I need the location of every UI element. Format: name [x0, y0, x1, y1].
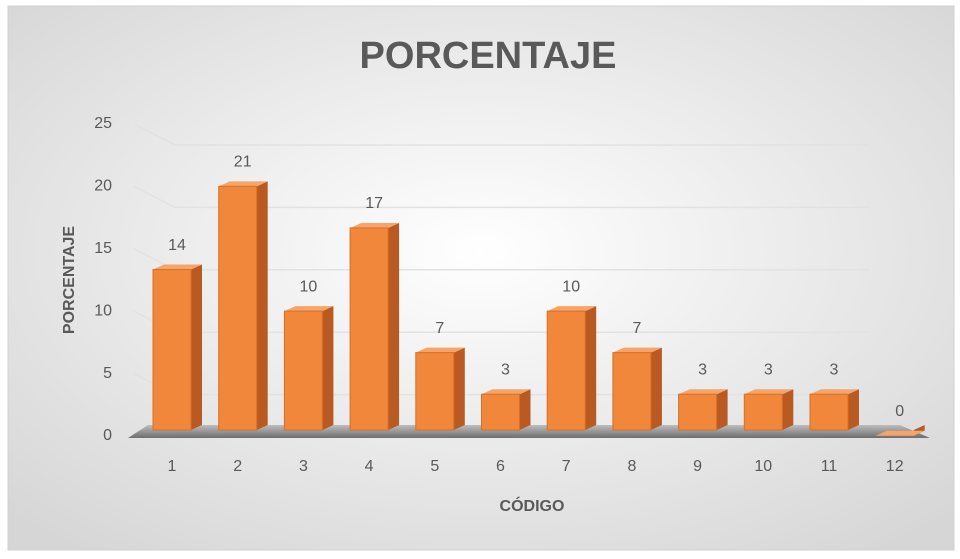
x-tick-label: 6	[496, 458, 505, 475]
bar-side	[782, 389, 794, 430]
floor	[128, 425, 930, 438]
bar-top	[744, 389, 794, 395]
bar-front	[283, 310, 323, 431]
value-label: 14	[168, 237, 186, 254]
x-tick-label: 3	[299, 458, 308, 475]
bar-side	[519, 389, 531, 430]
x-tick-label: 2	[233, 458, 242, 475]
bar	[612, 347, 662, 431]
bar-side	[650, 347, 662, 430]
value-label: 21	[234, 154, 252, 171]
bar-front	[678, 393, 718, 431]
bar-top	[875, 430, 925, 436]
value-label: 3	[830, 361, 839, 378]
bar-top	[153, 264, 202, 270]
bar-side	[716, 389, 728, 430]
x-tick-label: 4	[365, 458, 374, 475]
x-axis-title: CÓDIGO	[500, 496, 565, 515]
value-label: 3	[764, 361, 773, 378]
x-tick-label: 8	[627, 458, 636, 475]
y-tick-label: 5	[103, 365, 112, 382]
bar-front	[546, 310, 586, 431]
value-label: 3	[698, 361, 707, 378]
value-label: 7	[632, 320, 641, 337]
bar-front	[481, 393, 520, 431]
bar-front	[218, 185, 258, 431]
chart-area	[7, 5, 955, 551]
value-label: 7	[435, 320, 444, 337]
x-tick-label: 10	[754, 458, 772, 475]
bar	[678, 389, 728, 431]
x-tick-label: 5	[430, 458, 439, 475]
value-label: 17	[365, 195, 383, 212]
bar	[743, 389, 794, 431]
y-tick-label: 10	[94, 302, 112, 319]
bar-front	[809, 393, 849, 431]
bar-side	[256, 181, 268, 430]
bar	[875, 425, 925, 436]
bar-top	[678, 389, 728, 395]
bar-top	[415, 347, 465, 353]
bar	[349, 222, 400, 431]
value-label: 3	[501, 361, 510, 378]
y-tick-label: 15	[94, 240, 112, 257]
grid-line	[133, 185, 870, 209]
y-axis-title: PORCENTAJE	[61, 226, 78, 334]
value-label: 10	[562, 278, 580, 295]
value-label: 10	[300, 278, 318, 295]
bar-top	[810, 389, 859, 395]
x-tick-label: 7	[562, 458, 571, 475]
x-tick-label: 12	[886, 458, 904, 475]
bar	[283, 306, 334, 431]
grid-line	[133, 123, 870, 146]
y-tick-label: 0	[103, 427, 112, 444]
bar-top	[481, 389, 531, 395]
x-tick-label: 1	[168, 458, 177, 475]
bar-top	[284, 306, 334, 312]
bar-front	[152, 269, 192, 431]
value-label: 0	[895, 403, 904, 420]
x-tick-label: 9	[693, 458, 702, 475]
bar-front	[743, 393, 783, 431]
bar	[415, 347, 465, 431]
chart-title: PORCENTAJE	[360, 35, 617, 77]
bar	[481, 389, 531, 431]
y-tick-label: 25	[94, 115, 112, 132]
bar	[218, 181, 268, 431]
bar	[809, 389, 859, 431]
bar-side	[585, 306, 597, 430]
y-tick-label: 20	[94, 178, 112, 195]
bar	[546, 306, 597, 431]
bar-front	[612, 352, 652, 431]
x-tick-label: 11	[821, 458, 838, 475]
bar-top	[218, 181, 268, 187]
bar-top	[350, 222, 400, 228]
bar-side	[322, 306, 334, 430]
bar-side	[453, 347, 465, 430]
bar-front	[349, 227, 389, 431]
bar-side	[848, 389, 859, 430]
bar-top	[612, 347, 662, 353]
bar-front	[415, 352, 455, 431]
bar-top	[547, 306, 597, 312]
bar-side	[388, 222, 400, 430]
bar	[152, 264, 202, 431]
bar-side	[191, 264, 202, 430]
